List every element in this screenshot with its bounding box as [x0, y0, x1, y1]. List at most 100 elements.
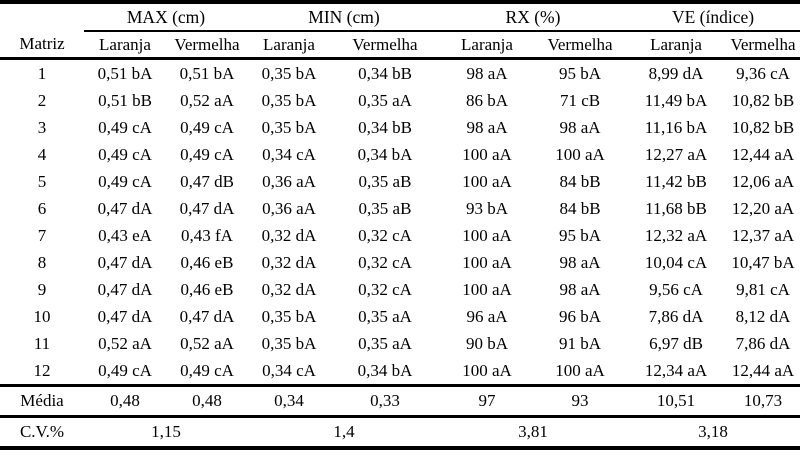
value-cell: 96 bA [558, 306, 602, 326]
value-cell: 0,35 aB [358, 171, 412, 191]
value-cell: 0,47 dA [179, 306, 235, 326]
matriz-cell: 5 [37, 171, 47, 191]
group-header-ve: VE (índice) [626, 2, 800, 32]
value-cell: 0,35 bA [261, 333, 317, 353]
matriz-cell: 3 [37, 117, 47, 137]
table-row: 7 0,43 eA 0,43 fA 0,32 dA 0,32 cA 100 aA 95 bA… [0, 222, 800, 249]
value-cell: 0,52 aA [180, 90, 234, 110]
matriz-cell: 1 [37, 63, 47, 83]
value-cell: 10,82 bB [731, 117, 795, 137]
media-value: 0,34 [248, 384, 330, 417]
value-cell: 0,36 aA [262, 198, 316, 218]
value-cell: 0,32 dA [261, 225, 317, 245]
value-cell: 0,47 dB [180, 171, 234, 191]
value-cell: 0,49 cA [98, 144, 152, 164]
media-row: Média 0,48 0,48 0,34 0,33 97 93 10,51 10… [0, 384, 800, 417]
value-cell: 0,52 aA [98, 333, 152, 353]
value-cell: 84 bB [559, 171, 601, 191]
value-cell: 98 aA [559, 117, 601, 137]
value-cell: 6,97 dB [649, 333, 703, 353]
value-cell: 0,34 bB [358, 63, 412, 83]
value-cell: 98 aA [559, 279, 601, 299]
value-cell: 0,32 cA [358, 252, 412, 272]
value-cell: 0,35 aA [358, 306, 412, 326]
value-cell: 0,32 dA [261, 252, 317, 272]
group-header-row: MAX (cm) MIN (cm) RX (%) VE (índice) [0, 2, 800, 32]
value-cell: 0,35 bA [261, 117, 317, 137]
table-row: 10 0,47 dA 0,47 dA 0,35 bA 0,35 aA 96 aA 96 bA… [0, 303, 800, 330]
value-cell: 12,20 aA [731, 198, 795, 218]
value-cell: 0,49 cA [98, 360, 152, 380]
table-row: 3 0,49 cA 0,49 cA 0,35 bA 0,34 bB 98 aA 98 aA 1… [0, 114, 800, 141]
media-value: 10,73 [726, 384, 800, 417]
matriz-cell: 12 [33, 360, 51, 380]
subheader-max-laranja: Laranja [84, 31, 166, 60]
cv-value-min: 1,4 [248, 415, 440, 448]
matriz-cell: 9 [37, 279, 47, 299]
value-cell: 11,68 bB [645, 198, 707, 218]
media-value: 10,51 [626, 384, 727, 417]
value-cell: 0,34 bB [358, 117, 412, 137]
value-cell: 91 bA [558, 333, 602, 353]
value-cell: 0,51 bA [179, 63, 235, 83]
matrix-rows: 1 0,51 bA 0,51 bA 0,35 bA 0,34 bB 98 aA 95 bA 8… [0, 59, 800, 386]
value-cell: 0,36 aA [262, 171, 316, 191]
value-cell: 12,44 aA [731, 360, 795, 380]
value-cell: 9,56 cA [649, 279, 703, 299]
value-cell: 0,47 dA [97, 252, 153, 272]
value-cell: 100 aA [555, 360, 605, 380]
value-cell: 0,46 eB [180, 279, 234, 299]
matriz-cell: 4 [37, 144, 47, 164]
value-cell: 0,35 aA [358, 333, 412, 353]
value-cell: 0,49 cA [180, 144, 234, 164]
value-cell: 0,32 dA [261, 279, 317, 299]
value-cell: 0,51 bA [97, 63, 153, 83]
value-cell: 71 cB [559, 90, 601, 110]
subheader-rx-vermelha: Vermelha [534, 31, 627, 60]
table-row: 8 0,47 dA 0,46 eB 0,32 dA 0,32 cA 100 aA 98 aA… [0, 249, 800, 276]
table-row: 1 0,51 bA 0,51 bA 0,35 bA 0,34 bB 98 aA 95 bA 8… [0, 59, 800, 88]
table-row: 4 0,49 cA 0,49 cA 0,34 cA 0,34 bA 100 aA 100 a… [0, 141, 800, 168]
group-header-rx: RX (%) [440, 2, 627, 32]
value-cell: 7,86 dA [648, 306, 704, 326]
sub-header-row: Matriz Laranja Vermelha Laranja Vermelha… [0, 31, 800, 60]
matriz-cell: 11 [33, 333, 51, 353]
value-cell: 98 aA [559, 252, 601, 272]
group-header-max: MAX (cm) [84, 2, 248, 32]
value-cell: 100 aA [462, 225, 512, 245]
media-label: Média [0, 384, 84, 417]
value-cell: 11,16 bA [644, 117, 708, 137]
subheader-rx-laranja: Laranja [440, 31, 534, 60]
value-cell: 7,86 dA [735, 333, 791, 353]
value-cell: 0,34 bA [357, 144, 413, 164]
value-cell: 0,32 cA [358, 225, 412, 245]
value-cell: 0,52 aA [180, 333, 234, 353]
value-cell: 8,99 dA [648, 63, 704, 83]
value-cell: 90 bA [465, 333, 509, 353]
subheader-max-vermelha: Vermelha [166, 31, 248, 60]
value-cell: 0,35 aA [358, 90, 412, 110]
value-cell: 100 aA [462, 171, 512, 191]
value-cell: 10,47 bA [731, 252, 795, 272]
value-cell: 95 bA [558, 225, 602, 245]
value-cell: 0,34 cA [262, 360, 316, 380]
cv-value-max: 1,15 [84, 415, 248, 448]
value-cell: 0,46 eB [180, 252, 234, 272]
table-row: 12 0,49 cA 0,49 cA 0,34 cA 0,34 bA 100 aA 100 … [0, 357, 800, 386]
value-cell: 84 bB [559, 198, 601, 218]
value-cell: 100 aA [462, 144, 512, 164]
table-row: 5 0,49 cA 0,47 dB 0,36 aA 0,35 aB 100 aA 84 bB… [0, 168, 800, 195]
value-cell: 100 aA [462, 360, 512, 380]
value-cell: 98 aA [466, 117, 508, 137]
value-cell: 0,47 dA [97, 198, 153, 218]
cv-value-rx: 3,81 [440, 415, 627, 448]
subheader-ve-laranja: Laranja [626, 31, 727, 60]
value-cell: 10,82 bB [731, 90, 795, 110]
value-cell: 0,32 cA [358, 279, 412, 299]
value-cell: 0,47 dA [97, 279, 153, 299]
group-header-min: MIN (cm) [248, 2, 440, 32]
media-value: 93 [534, 384, 627, 417]
value-cell: 0,51 bB [98, 90, 152, 110]
